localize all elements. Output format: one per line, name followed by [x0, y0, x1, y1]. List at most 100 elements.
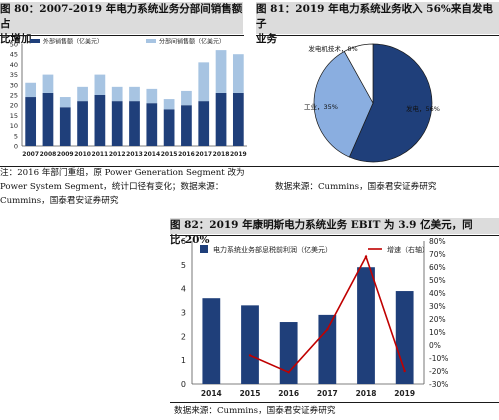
- bar-external-sales: [42, 92, 54, 146]
- fig82-source: 数据来源：Cummins，国泰君安证券研究: [174, 406, 336, 416]
- bar-intersegment-sales: [111, 86, 123, 102]
- growth-point: [364, 255, 368, 258]
- legend-swatch-intersegment: [146, 39, 156, 43]
- bar-ebit: [279, 322, 298, 384]
- fig82-rule: [170, 235, 499, 236]
- fig80-title-line1: 图 80：2007-2019 年电力系统业务分部间销售额占: [0, 3, 243, 30]
- bar-intersegment-sales: [94, 74, 106, 95]
- bar-external-sales: [198, 101, 210, 146]
- y-tick-label: 6: [181, 237, 186, 246]
- y2-tick-label: 60%: [429, 263, 446, 272]
- fig80-title-line2: 比增加: [0, 33, 32, 45]
- y-tick-label: 45: [10, 51, 18, 59]
- y-tick-label: 35: [10, 71, 18, 79]
- fig80-note: 注：2016 年部门重组，原 Power Generation Segment …: [0, 166, 250, 208]
- bar-intersegment-sales: [232, 54, 244, 93]
- y-tick-label: 2: [181, 332, 186, 341]
- x-tick-label: 2015: [161, 151, 178, 158]
- fig80-title: 图 80：2007-2019 年电力系统业务分部间销售额占 比增加: [0, 2, 243, 45]
- y-tick-label: 4: [181, 285, 186, 294]
- y-tick-label: 30: [10, 81, 18, 89]
- y-tick-label: 25: [10, 92, 18, 100]
- growth-point: [403, 369, 406, 373]
- fig81-chart: 发电，56% 工业，35% 发电机技术，8%: [304, 43, 440, 163]
- y2-tick-label: 30%: [429, 302, 446, 311]
- pie-label: 发电，56%: [406, 104, 440, 113]
- y-tick-label: 1: [181, 356, 186, 365]
- bar-ebit: [202, 298, 221, 384]
- x-tick-label: 2014: [201, 389, 222, 398]
- top-divider: [0, 166, 499, 167]
- y2-tick-label: -10%: [429, 354, 448, 363]
- fig81-source: 数据来源：Cummins，国泰君安证券研究: [275, 182, 437, 192]
- x-tick-label: 2017: [317, 389, 338, 398]
- y2-tick-label: -30%: [429, 380, 448, 389]
- y2-tick-label: 40%: [429, 289, 446, 298]
- legend-swatch-ebit: [200, 245, 208, 253]
- y-tick-label: 0: [181, 380, 186, 389]
- y-tick-label: 5: [181, 261, 186, 270]
- fig80-rule: [0, 35, 244, 36]
- bar-intersegment-sales: [198, 62, 210, 102]
- x-tick-label: 2011: [92, 151, 109, 158]
- legend-label-intersegment: 分部间销售额（亿美元）: [159, 38, 225, 46]
- y-tick-label: 3: [181, 309, 186, 318]
- bar-intersegment-sales: [163, 99, 175, 110]
- bar-ebit: [241, 305, 259, 384]
- x-tick-label: 2012: [109, 151, 126, 158]
- x-tick-label: 2018: [356, 389, 377, 398]
- bar-intersegment-sales: [59, 97, 71, 108]
- bar-external-sales: [111, 101, 123, 146]
- y-tick-label: 50: [10, 41, 18, 49]
- y2-tick-label: 80%: [429, 237, 446, 246]
- legend-label-growth: 增速（右轴）: [387, 245, 429, 254]
- bar-intersegment-sales: [77, 86, 88, 102]
- x-tick-label: 2018: [213, 151, 230, 158]
- y-tick-label: 10: [10, 122, 18, 130]
- bar-intersegment-sales: [215, 50, 227, 93]
- fig81-title-line2: 业务: [256, 33, 277, 45]
- bar-external-sales: [181, 105, 192, 146]
- x-tick-label: 2016: [178, 151, 195, 158]
- x-tick-label: 2017: [195, 151, 212, 158]
- x-tick-label: 2009: [57, 151, 74, 158]
- pie-slice-2: [313, 50, 374, 158]
- x-tick-label: 2016: [278, 389, 299, 398]
- bar-intersegment-sales: [42, 74, 54, 93]
- bar-intersegment-sales: [181, 90, 192, 106]
- y2-tick-label: 0%: [429, 341, 441, 350]
- y-tick-label: 20: [10, 102, 18, 110]
- fig80-note-line3: Cummins，国泰君安证券研究: [0, 196, 119, 206]
- bar-external-sales: [215, 92, 227, 146]
- bar-intersegment-sales: [129, 86, 140, 102]
- bar-external-sales: [129, 101, 140, 146]
- pie-slice-1: [348, 43, 433, 163]
- x-tick-label: 2019: [394, 389, 415, 398]
- y2-tick-label: 10%: [429, 328, 446, 337]
- x-tick-label: 2015: [240, 389, 261, 398]
- fig82-title: 图 82：2019 年康明斯电力系统业务 EBIT 为 3.9 亿美元，同比-2…: [170, 218, 499, 246]
- x-tick-label: 2013: [126, 151, 143, 158]
- bar-external-sales: [59, 107, 71, 146]
- y2-tick-label: 50%: [429, 276, 446, 285]
- bar-intersegment-sales: [25, 82, 37, 98]
- x-tick-label: 2008: [40, 151, 57, 158]
- bar-external-sales: [146, 103, 158, 146]
- fig82-bottom-rule: [170, 402, 499, 403]
- y-tick-label: 40: [10, 61, 18, 69]
- bar-external-sales: [77, 101, 88, 146]
- y2-tick-label: 20%: [429, 315, 446, 324]
- bar-ebit: [357, 267, 375, 384]
- fig81-title: 图 81：2019 年电力系统业务收入 56%来自发电子 业务: [256, 2, 499, 45]
- fig81-rule: [256, 35, 499, 36]
- legend-swatch-external: [30, 39, 40, 43]
- bar-external-sales: [94, 95, 106, 146]
- y2-tick-label: -20%: [429, 367, 448, 376]
- y-tick-label: 15: [10, 112, 18, 120]
- bar-external-sales: [25, 97, 37, 146]
- bar-intersegment-sales: [146, 88, 158, 104]
- y2-tick-label: 70%: [429, 250, 446, 259]
- pie-slice-3: [343, 43, 374, 105]
- growth-point: [326, 328, 329, 331]
- bar-ebit: [318, 314, 337, 384]
